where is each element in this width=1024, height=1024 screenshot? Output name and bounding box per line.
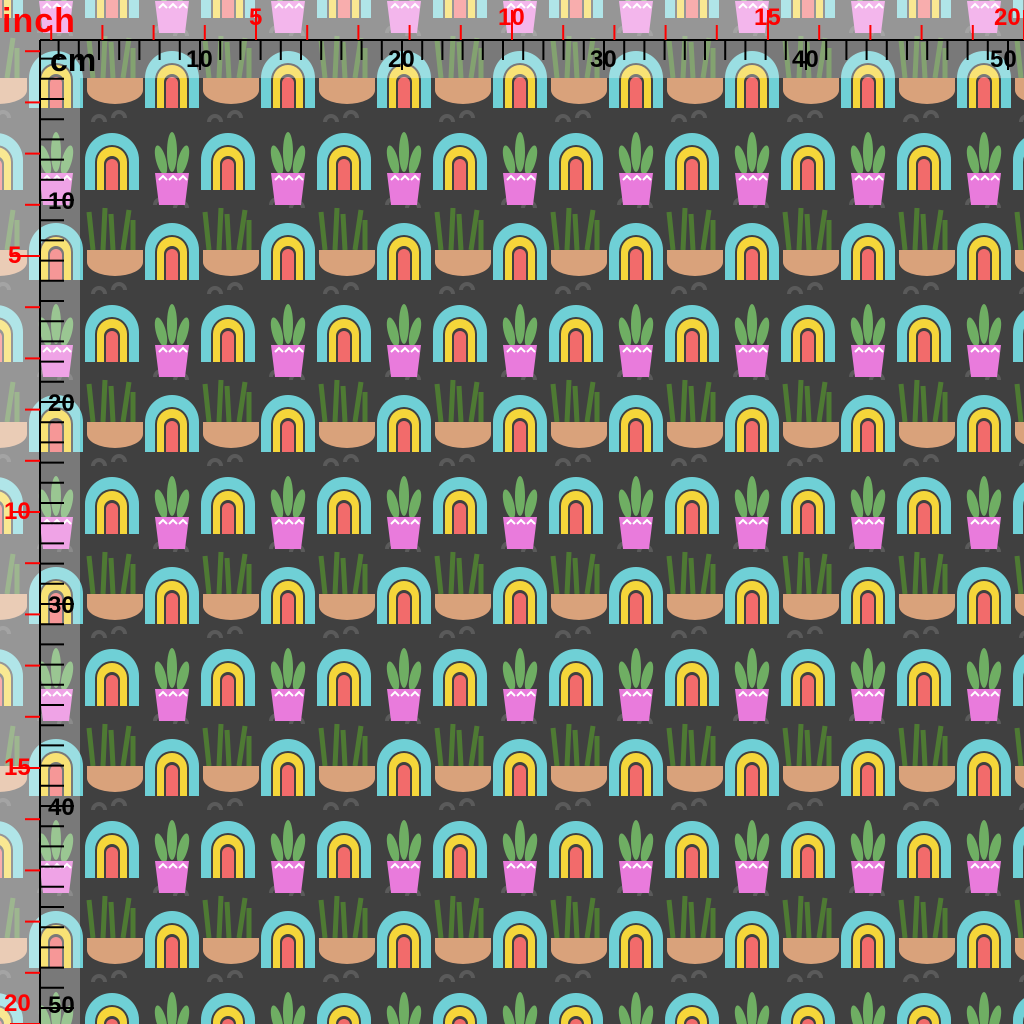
top-cm-label: 10: [186, 46, 213, 73]
left-inch-label: 20: [4, 990, 31, 1017]
left-cm-label: 10: [48, 188, 75, 215]
inch-unit-label: inch: [2, 2, 76, 40]
left-cm-label: 50: [48, 992, 75, 1019]
left-inch-label: 15: [4, 754, 31, 781]
cm-unit-label: cm: [50, 42, 97, 78]
top-inch-label: 5: [249, 4, 263, 31]
cm-ruler-band-top: [40, 40, 1024, 78]
top-cm-label: 50: [990, 46, 1017, 73]
left-inch-label: 5: [8, 242, 22, 269]
top-cm-label: 30: [590, 46, 617, 73]
left-inch-label: 10: [4, 498, 31, 525]
left-cm-label: 40: [48, 794, 75, 821]
top-cm-label: 20: [388, 46, 415, 73]
left-cm-label: 20: [48, 390, 75, 417]
top-inch-label: 20: [994, 4, 1021, 31]
top-inch-label: 10: [498, 4, 525, 31]
top-cm-label: 40: [792, 46, 819, 73]
top-inch-label: 15: [754, 4, 781, 31]
left-cm-label: 30: [48, 592, 75, 619]
